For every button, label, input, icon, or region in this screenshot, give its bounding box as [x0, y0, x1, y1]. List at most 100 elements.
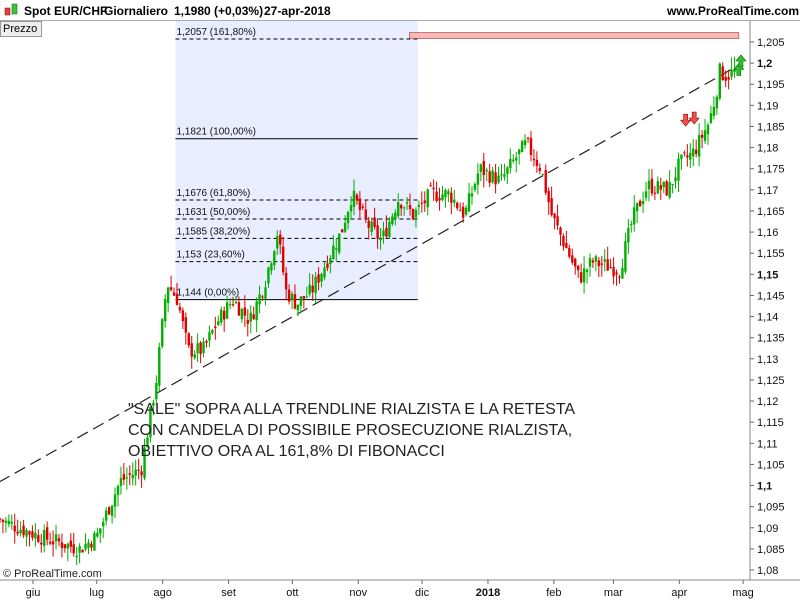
- target-zone-box: [409, 32, 740, 39]
- candle-up: [314, 276, 317, 293]
- candle-up: [512, 159, 515, 162]
- candle-up: [323, 267, 326, 278]
- candle-up: [470, 193, 474, 197]
- candle-down: [261, 296, 264, 298]
- candle-down: [214, 326, 217, 329]
- candle-down: [606, 259, 609, 271]
- candle-up: [656, 181, 660, 194]
- candle-down: [28, 531, 31, 535]
- candle-down: [600, 263, 603, 265]
- candle-down: [638, 200, 642, 207]
- candle-down: [16, 531, 19, 534]
- trendline: [0, 64, 740, 483]
- candle-up: [255, 301, 258, 321]
- candle-down: [367, 220, 370, 228]
- candle-up: [382, 230, 385, 237]
- candle-down: [568, 247, 571, 257]
- panel-label-button[interactable]: Prezzo: [0, 21, 42, 37]
- candle-up: [630, 223, 633, 226]
- fib-level-label: 1,153 (23,60%): [176, 250, 244, 261]
- candle-up: [621, 267, 624, 279]
- y-tick-label: 1,13: [757, 354, 778, 366]
- candle-up: [405, 202, 409, 204]
- candle-down: [287, 289, 291, 302]
- candle-down: [562, 235, 565, 247]
- candle-up: [87, 542, 90, 548]
- candle-down: [37, 535, 40, 542]
- site-link[interactable]: www.ProRealTime.com: [667, 4, 800, 18]
- x-tick-label: mag: [732, 587, 753, 599]
- candle-up: [338, 233, 341, 253]
- candle-down: [694, 149, 698, 155]
- candle-down: [432, 187, 435, 190]
- candle-up: [270, 263, 273, 271]
- candle-down: [615, 272, 618, 275]
- candle-up: [715, 96, 719, 109]
- candle-up: [258, 294, 261, 305]
- instrument-name: Spot EUR/CHF: [24, 4, 108, 18]
- candle-up: [712, 106, 716, 116]
- candle-up: [161, 319, 164, 347]
- candle-down: [461, 206, 465, 218]
- x-tick-label: ott: [286, 587, 298, 599]
- candle-up: [641, 201, 645, 205]
- candle-up: [166, 287, 170, 304]
- candle-up: [143, 447, 146, 479]
- candle-up: [84, 543, 87, 550]
- candle-down: [279, 234, 282, 245]
- candle-up: [689, 152, 692, 160]
- y-tick-label: 1,155: [757, 248, 785, 260]
- candle-down: [140, 471, 143, 476]
- candle-down: [438, 197, 441, 201]
- x-tick-label: 2018: [476, 587, 500, 599]
- candle-down: [488, 171, 491, 183]
- candle-down: [40, 542, 43, 545]
- candle-up: [119, 478, 123, 486]
- x-tick-label: feb: [546, 587, 561, 599]
- candle-up: [163, 299, 167, 322]
- candle-down: [45, 527, 49, 540]
- y-tick-label: 1,165: [757, 206, 785, 218]
- candle-up: [96, 532, 99, 537]
- candle-up: [709, 113, 713, 123]
- candle-up: [7, 520, 11, 525]
- candle-down: [237, 302, 241, 316]
- y-tick-label: 1,095: [757, 502, 785, 514]
- candle-down: [482, 160, 485, 176]
- candle-up: [113, 494, 117, 507]
- candle-up: [273, 251, 276, 265]
- candle-down: [0, 518, 2, 520]
- candle-down: [408, 205, 412, 209]
- chart-date: 27-apr-2018: [264, 4, 331, 18]
- x-tick-label: giu: [26, 587, 41, 599]
- candle-up: [343, 222, 347, 232]
- arrow-up-icon: [735, 54, 747, 68]
- y-tick-label: 1,125: [757, 375, 785, 387]
- candle-up: [464, 207, 468, 215]
- candle-down: [199, 342, 202, 355]
- candle-down: [72, 544, 75, 554]
- candle-up: [308, 284, 311, 294]
- candle-up: [134, 469, 137, 476]
- candle-down: [22, 525, 25, 536]
- candle-down: [311, 285, 314, 293]
- candle-up: [582, 268, 586, 283]
- candle-up: [453, 199, 456, 203]
- candle-up: [388, 221, 391, 237]
- y-tick-label: 1,205: [757, 37, 785, 49]
- candle-up: [633, 207, 636, 225]
- candle-up: [703, 130, 707, 141]
- note-line: "SALE" SOPRA ALLA TRENDLINE RIALZISTA E …: [128, 401, 576, 418]
- candle-up: [116, 485, 120, 496]
- candle-down: [653, 192, 657, 194]
- candle-down: [579, 272, 583, 283]
- candle-up: [644, 191, 648, 198]
- candle-up: [220, 309, 223, 323]
- candle-up: [217, 321, 220, 325]
- candle-down: [175, 293, 179, 306]
- y-tick-label: 1,175: [757, 164, 785, 176]
- candle-down: [700, 134, 704, 138]
- candle-up: [276, 236, 279, 249]
- candle-up: [394, 212, 397, 220]
